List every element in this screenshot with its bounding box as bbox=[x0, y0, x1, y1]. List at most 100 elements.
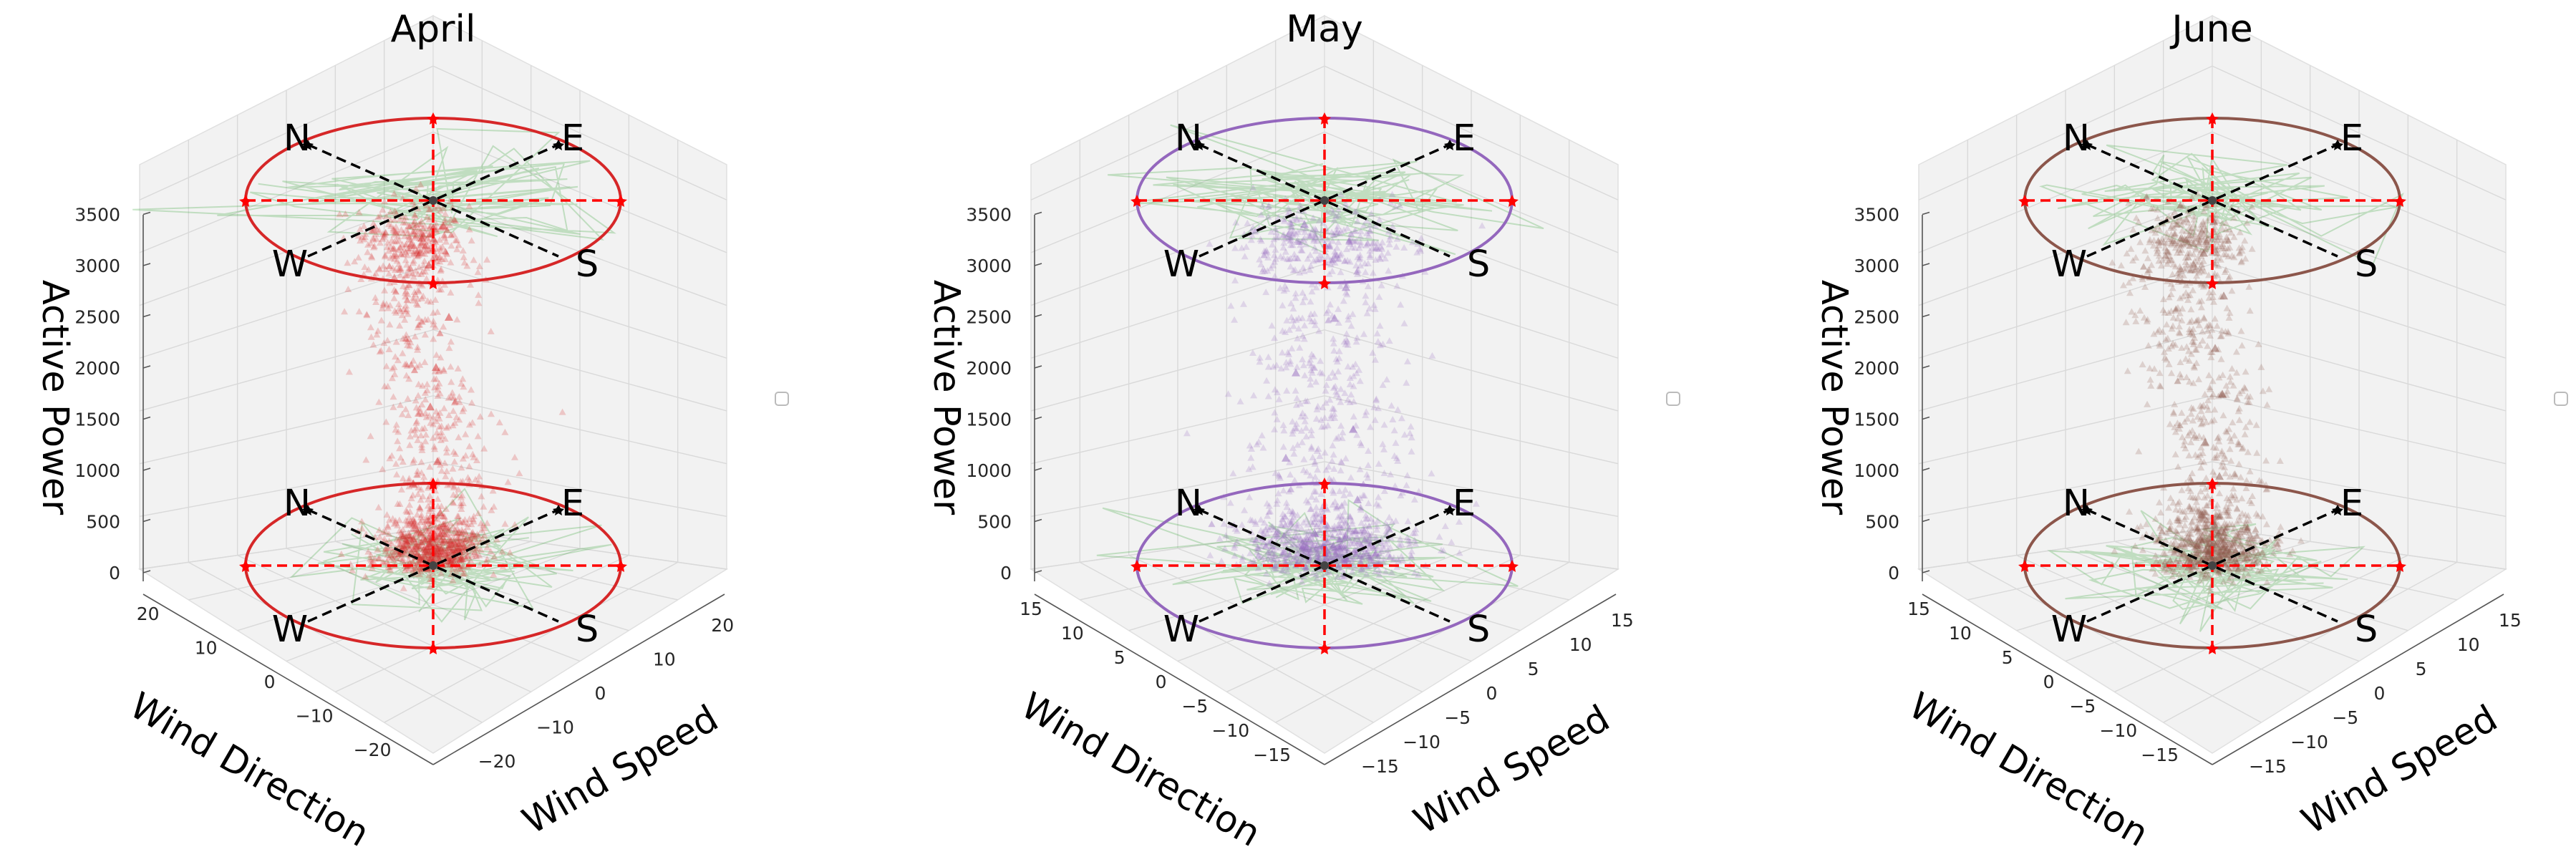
data-point bbox=[444, 549, 452, 556]
data-point bbox=[2214, 556, 2222, 563]
data-point bbox=[1307, 538, 1315, 546]
data-point bbox=[2184, 253, 2192, 261]
data-point bbox=[456, 565, 464, 572]
data-point bbox=[439, 548, 447, 555]
data-point bbox=[1344, 527, 1352, 534]
data-point bbox=[423, 213, 431, 221]
data-point bbox=[1268, 549, 1276, 556]
data-point bbox=[483, 558, 490, 566]
data-point bbox=[415, 263, 423, 271]
data-point bbox=[2239, 564, 2246, 571]
data-point bbox=[426, 583, 434, 590]
data-point bbox=[2197, 541, 2204, 548]
data-point bbox=[475, 478, 483, 485]
data-point bbox=[417, 513, 425, 520]
data-point bbox=[2214, 568, 2222, 575]
data-point bbox=[402, 360, 410, 367]
data-point bbox=[457, 553, 465, 561]
data-point bbox=[1303, 564, 1310, 571]
data-point bbox=[371, 555, 379, 562]
data-point bbox=[1325, 547, 1332, 553]
data-point bbox=[1257, 210, 1265, 218]
compass-star bbox=[2393, 195, 2406, 207]
data-point bbox=[403, 241, 410, 247]
data-point bbox=[1367, 210, 1375, 217]
data-point bbox=[1342, 519, 1350, 526]
data-point bbox=[1311, 460, 1319, 467]
data-point bbox=[2237, 525, 2245, 533]
data-point bbox=[2225, 512, 2233, 519]
data-point bbox=[402, 405, 410, 412]
data-point bbox=[2194, 453, 2202, 460]
data-point bbox=[1280, 239, 1288, 246]
data-point bbox=[2195, 298, 2203, 305]
data-point bbox=[444, 543, 452, 551]
data-point bbox=[405, 236, 413, 243]
data-point bbox=[2198, 226, 2206, 233]
data-point bbox=[2195, 375, 2202, 382]
data-point bbox=[418, 425, 426, 432]
data-point bbox=[2160, 566, 2168, 573]
data-point bbox=[358, 233, 366, 241]
data-point bbox=[1307, 553, 1315, 559]
data-point bbox=[413, 551, 421, 558]
data-point bbox=[407, 536, 415, 543]
data-point bbox=[420, 261, 427, 268]
data-point bbox=[447, 289, 455, 296]
data-point bbox=[1333, 505, 1340, 512]
data-point bbox=[2205, 552, 2213, 558]
data-point bbox=[1246, 549, 1254, 556]
data-point bbox=[1288, 524, 1296, 531]
data-point bbox=[1248, 536, 1256, 543]
data-point bbox=[1335, 305, 1342, 312]
data-point bbox=[1302, 563, 1310, 570]
compass-center bbox=[429, 196, 437, 205]
data-point bbox=[2162, 247, 2170, 254]
data-point bbox=[2182, 236, 2189, 243]
data-point bbox=[393, 238, 400, 245]
data-point bbox=[1362, 241, 1370, 248]
data-point bbox=[2187, 487, 2194, 494]
data-point bbox=[1326, 396, 1334, 403]
data-point bbox=[2163, 321, 2171, 328]
data-point bbox=[469, 450, 477, 457]
data-point bbox=[2207, 522, 2214, 529]
data-point bbox=[402, 218, 410, 226]
data-point bbox=[2232, 556, 2240, 562]
data-point bbox=[457, 554, 465, 561]
data-point bbox=[1239, 553, 1246, 561]
data-point bbox=[1365, 531, 1372, 538]
data-point bbox=[1314, 445, 1322, 452]
compass-label-s: S bbox=[576, 609, 599, 651]
data-point bbox=[410, 221, 417, 228]
data-point bbox=[1341, 389, 1349, 397]
data-point bbox=[1374, 558, 1382, 565]
data-point bbox=[1328, 267, 1336, 274]
data-point bbox=[1341, 508, 1348, 515]
data-point bbox=[1319, 556, 1327, 563]
data-point bbox=[411, 234, 419, 241]
data-point bbox=[480, 521, 487, 528]
data-point bbox=[1265, 551, 1273, 558]
data-point bbox=[447, 538, 455, 546]
data-point bbox=[445, 526, 452, 533]
data-point bbox=[2202, 440, 2209, 447]
data-point bbox=[1330, 405, 1338, 412]
data-point bbox=[1298, 247, 1306, 253]
data-point bbox=[2180, 218, 2188, 225]
data-point bbox=[1273, 362, 1281, 369]
data-point bbox=[440, 522, 447, 529]
data-point bbox=[2212, 531, 2219, 538]
data-point bbox=[2221, 530, 2229, 536]
data-point bbox=[1387, 534, 1395, 541]
data-point bbox=[434, 495, 442, 502]
data-point bbox=[2240, 572, 2247, 579]
data-point bbox=[421, 250, 429, 257]
data-point bbox=[2217, 524, 2225, 531]
data-point bbox=[2217, 546, 2224, 553]
data-point bbox=[2255, 477, 2263, 484]
data-point bbox=[1328, 546, 1336, 553]
data-point bbox=[2132, 214, 2140, 221]
data-point bbox=[1299, 332, 1307, 339]
data-point bbox=[2257, 536, 2265, 543]
